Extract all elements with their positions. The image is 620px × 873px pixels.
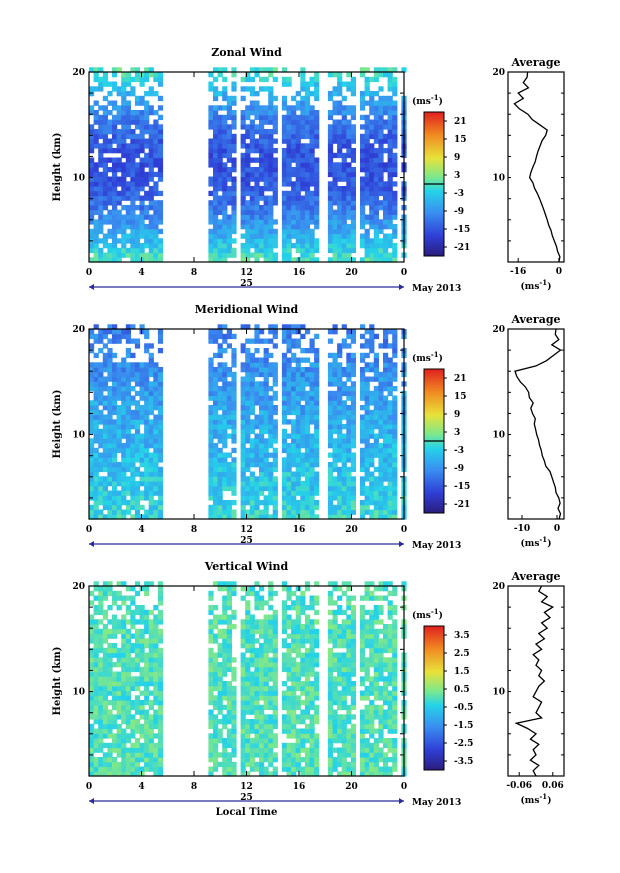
x-tick-label: 20: [345, 525, 358, 535]
colorbar-tick-label: 1.5: [454, 667, 470, 677]
x-tick-label: 0: [86, 525, 92, 535]
x-tick-label: 20: [345, 782, 358, 792]
x-tick-label: 16: [293, 525, 306, 535]
colorbar-tick-label: 9: [454, 153, 460, 163]
x-tick-label: 0: [86, 268, 92, 278]
colorbar-tick-label: -2.5: [454, 739, 473, 749]
average-x-label: (ms-1): [521, 535, 552, 549]
panel-title: Vertical Wind: [204, 560, 289, 573]
colorbar-tick-label: -15: [454, 225, 470, 235]
date-label: May 2013: [412, 284, 461, 294]
colorbar-tick-label: 9: [454, 410, 460, 420]
x-tick-label: 12: [240, 525, 253, 535]
colorbar-tick-label: -21: [454, 243, 470, 253]
average-x-label: (ms-1): [521, 792, 552, 806]
x-tick-label: 0: [401, 782, 407, 792]
x-axis-label: Local Time: [216, 807, 278, 818]
average-x-tick-label: 0: [556, 267, 562, 277]
x-tick-label: 8: [191, 525, 197, 535]
colorbar: [423, 625, 445, 771]
colorbar-tick-label: 15: [454, 392, 467, 402]
panel-title: Meridional Wind: [195, 303, 299, 316]
average-x-tick-label: 0.06: [542, 781, 564, 791]
average-x-tick-label: 0: [554, 524, 560, 534]
colorbar-tick-label: -0.5: [454, 703, 473, 713]
average-y-tick-label: 20: [492, 582, 505, 592]
y-tick-label: 10: [72, 431, 85, 441]
x-tick-label: 0: [86, 782, 92, 792]
colorbar-unit: (ms-1): [412, 93, 443, 107]
average-y-tick-label: 10: [492, 688, 505, 698]
colorbar-tick-label: -3: [454, 446, 464, 456]
average-y-tick-label: 20: [492, 325, 505, 335]
panel-2: Meridional Wind 10 20 Height (km) 0 4 8 12 16 20 0…: [52, 303, 565, 551]
x-tick-label: 16: [293, 268, 306, 278]
average-profile-line: [513, 71, 561, 263]
x-tick-label: 0: [401, 525, 407, 535]
average-y-tick-label: 10: [492, 431, 505, 441]
average-title: Average: [510, 313, 560, 326]
panel-1: Zonal Wind 10 20 Height (km) 0 4 8 12 16 20 0 25 May…: [52, 46, 565, 294]
average-frame: [507, 328, 565, 520]
date-label: May 2013: [412, 541, 461, 551]
colorbar-tick-label: 3: [454, 171, 460, 181]
colorbar-tick-label: 3.5: [454, 631, 470, 641]
colorbar-tick-label: 15: [454, 135, 467, 145]
y-axis-label: Height (km): [52, 390, 63, 459]
x-tick-label: 4: [138, 525, 144, 535]
average-x-label: (ms-1): [521, 278, 552, 292]
y-tick-label: 10: [72, 688, 85, 698]
average-title: Average: [510, 570, 560, 583]
colorbar-tick-label: 2.5: [454, 649, 470, 659]
colorbar-unit: (ms-1): [412, 607, 443, 621]
colorbar-tick-label: -1.5: [454, 721, 473, 731]
colorbar-tick-label: -3.5: [454, 757, 473, 767]
x-tick-label: 4: [138, 268, 144, 278]
day-label: 25: [240, 279, 253, 289]
colorbar-tick-label: -3: [454, 189, 464, 199]
colorbar-tick-label: 0.5: [454, 685, 470, 695]
day-label: 25: [240, 536, 253, 546]
x-tick-label: 12: [240, 782, 253, 792]
colorbar-tick-label: -15: [454, 482, 470, 492]
average-y-tick-label: 10: [492, 174, 505, 184]
x-tick-label: 0: [401, 268, 407, 278]
colorbar-tick-label: -9: [454, 464, 464, 474]
y-tick-label: 20: [72, 68, 85, 78]
x-tick-label: 20: [345, 268, 358, 278]
panel-title: Zonal Wind: [211, 46, 282, 59]
average-profile-line: [514, 585, 555, 777]
average-frame: [507, 71, 565, 263]
x-tick-label: 16: [293, 782, 306, 792]
heatmap-cells: [89, 581, 407, 777]
day-label: 25: [240, 793, 253, 803]
colorbar-tick-label: -9: [454, 207, 464, 217]
average-title: Average: [510, 56, 560, 69]
panel-3: Vertical Wind 10 20 Height (km) 0 4 8 12 16 20 0 25…: [52, 560, 565, 818]
average-x-tick-label: -0.06: [506, 781, 532, 791]
colorbar-tick-label: 21: [454, 117, 467, 127]
y-tick-label: 10: [72, 174, 85, 184]
y-axis-label: Height (km): [52, 133, 63, 202]
x-tick-label: 8: [191, 782, 197, 792]
average-profile-line: [514, 328, 562, 520]
x-tick-label: 8: [191, 268, 197, 278]
heatmap-cells: [89, 67, 407, 263]
x-tick-label: 12: [240, 268, 253, 278]
average-x-tick-label: -16: [510, 267, 526, 277]
date-label: May 2013: [412, 798, 461, 808]
x-tick-label: 4: [138, 782, 144, 792]
colorbar-unit: (ms-1): [412, 350, 443, 364]
average-x-tick-label: -10: [514, 524, 530, 534]
y-tick-label: 20: [72, 325, 85, 335]
colorbar-tick-label: 21: [454, 374, 467, 384]
y-axis-label: Height (km): [52, 647, 63, 716]
average-y-tick-label: 20: [492, 68, 505, 78]
colorbar-tick-label: 3: [454, 428, 460, 438]
heatmap-cells: [89, 324, 407, 520]
colorbar-tick-label: -21: [454, 500, 470, 510]
y-tick-label: 20: [72, 582, 85, 592]
